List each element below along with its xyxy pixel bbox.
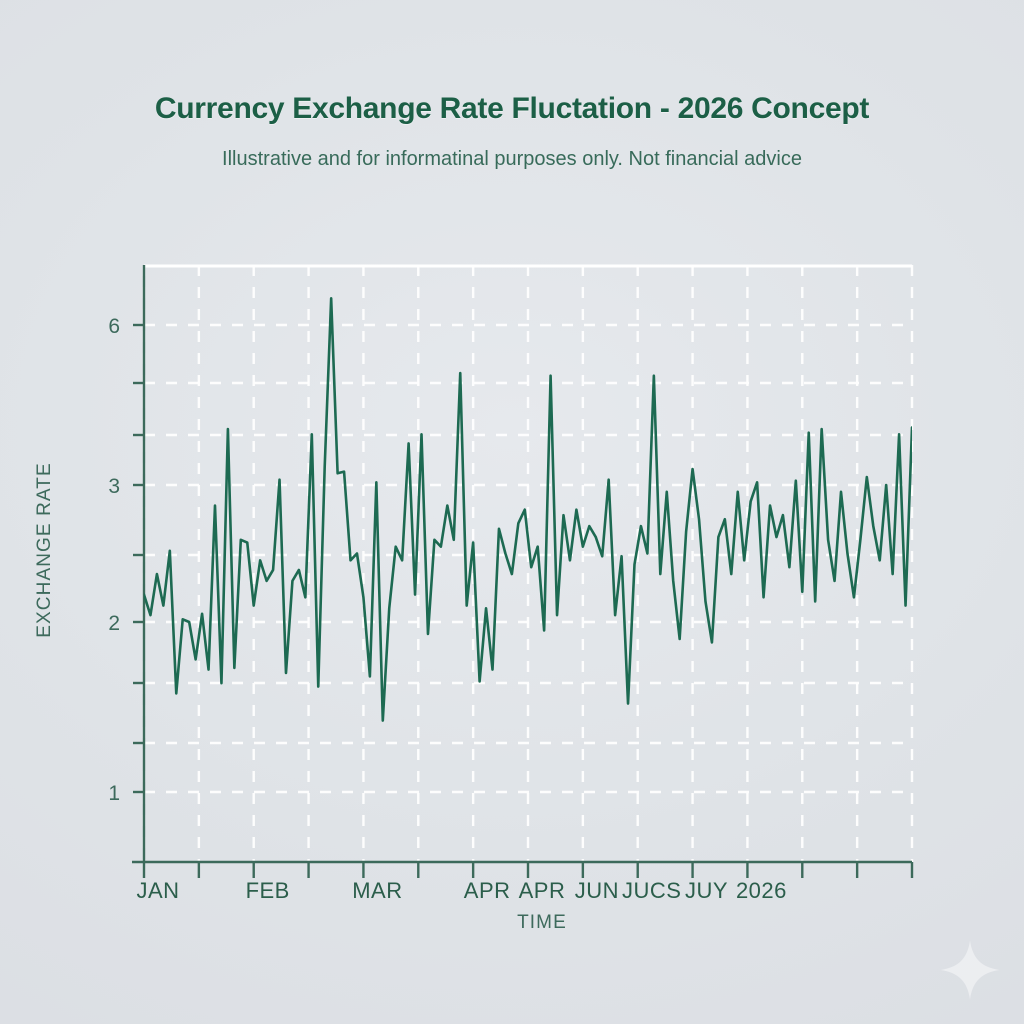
x-axis-ticks <box>142 862 914 878</box>
y-axis-tick-labels: 6 3 2 1 <box>108 315 120 805</box>
horizontal-gridlines <box>144 323 912 794</box>
x-axis-title: TIME <box>517 912 567 933</box>
svg-text:3: 3 <box>108 475 120 498</box>
svg-text:JUY: JUY <box>685 878 728 903</box>
svg-text:2026: 2026 <box>736 878 787 903</box>
svg-text:FEB: FEB <box>246 878 290 903</box>
y-axis-title: EXCHANGE RATE <box>34 462 55 638</box>
svg-text:APR: APR <box>519 878 566 903</box>
svg-text:MAR: MAR <box>352 878 402 903</box>
svg-text:2: 2 <box>108 612 120 635</box>
svg-text:JUCS: JUCS <box>622 878 681 903</box>
svg-text:JUN: JUN <box>575 878 619 903</box>
svg-text:6: 6 <box>108 315 120 338</box>
sparkle-star-icon <box>940 940 1000 1000</box>
x-axis-tick-labels: JAN FEB MAR APR APR JUN JUCS JUY 2026 <box>136 878 786 903</box>
data-series-line <box>144 297 912 722</box>
svg-text:JAN: JAN <box>136 878 179 903</box>
svg-text:1: 1 <box>108 782 120 805</box>
svg-text:APR: APR <box>464 878 511 903</box>
y-axis-ticks <box>133 323 144 794</box>
